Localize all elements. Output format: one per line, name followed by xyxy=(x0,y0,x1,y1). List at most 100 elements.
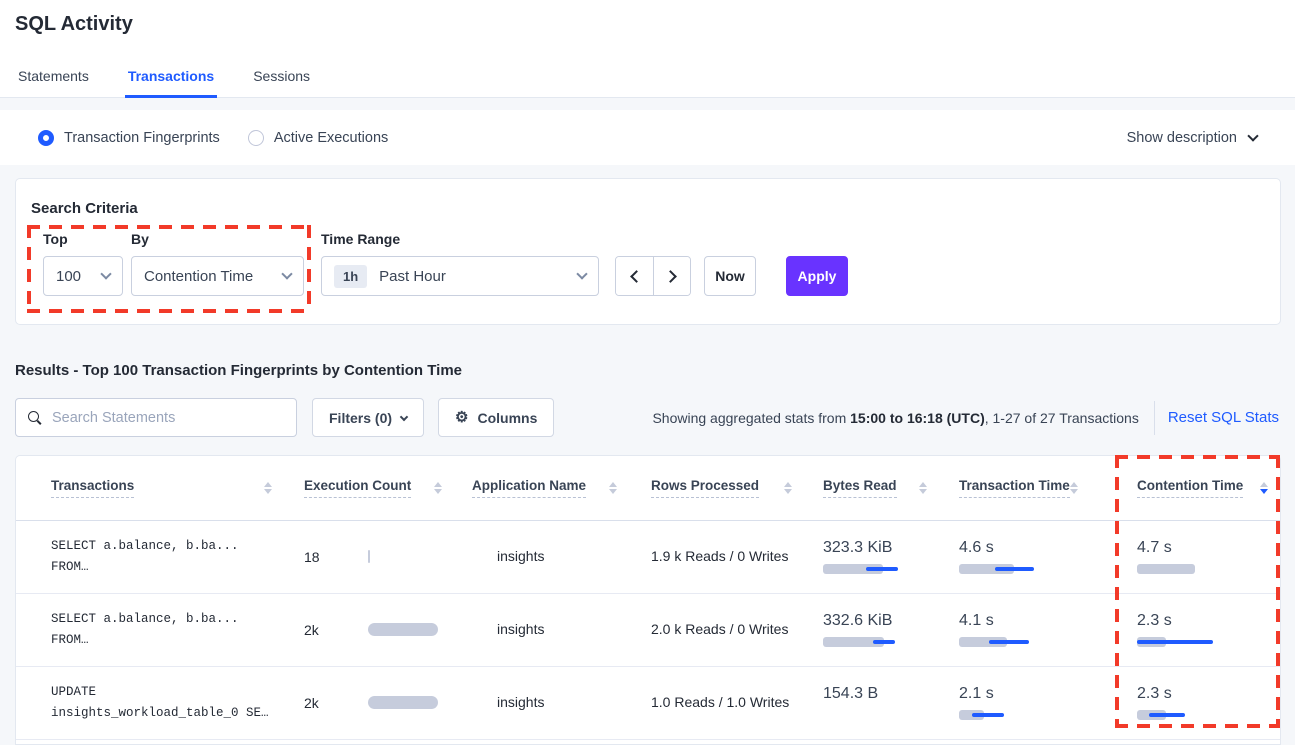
chevron-down-icon xyxy=(576,268,588,280)
application-name-value: insights xyxy=(497,693,545,710)
rows-processed-value: 2.0 k Reads / 0 Writes xyxy=(651,620,789,637)
time-range-badge: 1h xyxy=(334,264,368,288)
page-header: SQL Activity Statements Transactions Ses… xyxy=(0,0,1295,98)
time-range-arrows xyxy=(615,256,691,296)
contention-time-value: 4.7 s xyxy=(1137,539,1172,556)
tab-transactions[interactable]: Transactions xyxy=(124,58,218,98)
chevron-down-icon xyxy=(1247,129,1259,142)
tab-statements[interactable]: Statements xyxy=(18,68,89,84)
by-select[interactable]: Contention Time xyxy=(131,256,304,296)
time-range-value: Past Hour xyxy=(379,267,446,285)
radio-label: Transaction Fingerprints xyxy=(64,129,220,146)
search-input[interactable] xyxy=(52,409,284,426)
transaction-fingerprint-link[interactable]: SELECT a.balance, b.ba... FROM… xyxy=(51,611,239,647)
execution-count-bar xyxy=(368,550,370,563)
contention-time-bar xyxy=(1137,710,1249,720)
results-toolbar: Filters (0) ⚙ Columns Showing aggregated… xyxy=(15,398,1281,437)
sort-toggle[interactable] xyxy=(264,481,272,494)
column-header-rows-processed[interactable]: Rows Processed xyxy=(651,478,760,498)
column-header-transactions[interactable]: Transactions xyxy=(51,478,135,498)
tab-sessions[interactable]: Sessions xyxy=(253,68,311,84)
chevron-down-icon xyxy=(281,268,293,280)
execution-count-value: 2k xyxy=(304,694,319,711)
contention-time-bar xyxy=(1137,637,1249,647)
transaction-time-bar xyxy=(959,637,1071,647)
column-header-contention-time[interactable]: Contention Time xyxy=(1137,478,1244,498)
by-select-value: Contention Time xyxy=(144,267,254,285)
columns-button[interactable]: ⚙ Columns xyxy=(438,398,555,437)
chevron-down-icon xyxy=(100,268,112,280)
next-time-range-button[interactable] xyxy=(653,257,690,295)
rows-processed-value: 1.0 Reads / 1.0 Writes xyxy=(651,693,790,710)
transaction-fingerprint-link[interactable]: UPDATE insights_workload_table_0 SE… xyxy=(51,684,269,720)
time-range-select[interactable]: 1h Past Hour xyxy=(321,256,599,296)
radio-active-executions[interactable]: Active Executions xyxy=(247,129,389,146)
column-header-transaction-time[interactable]: Transaction Time xyxy=(959,478,1070,498)
transaction-time-value: 4.1 s xyxy=(959,612,994,629)
application-name-value: insights xyxy=(497,547,545,564)
time-range-label: Time Range xyxy=(321,231,401,247)
radio-selected-icon xyxy=(38,129,54,146)
column-header-bytes-read[interactable]: Bytes Read xyxy=(823,478,897,498)
filters-label: Filters (0) xyxy=(329,409,393,426)
top-select-value: 100 xyxy=(56,267,82,285)
table-row: UPDATE insights_workload_table_0 SE… 2k i… xyxy=(16,666,1280,740)
radio-label: Active Executions xyxy=(273,129,389,146)
view-toggle-bar: Transaction Fingerprints Active Executio… xyxy=(0,110,1295,165)
search-statements-field[interactable] xyxy=(15,398,297,437)
search-criteria-card: Search Criteria Top 100 By Contention Ti… xyxy=(15,178,1281,325)
contention-time-value: 2.3 s xyxy=(1137,685,1172,702)
bytes-read-value: 332.6 KiB xyxy=(823,612,893,629)
column-header-execution-count[interactable]: Execution Count xyxy=(304,478,412,498)
bytes-read-value: 323.3 KiB xyxy=(823,539,893,556)
bytes-read-value: 154.3 B xyxy=(823,685,879,702)
by-label: By xyxy=(131,231,149,247)
search-icon xyxy=(28,410,42,425)
radio-unselected-icon xyxy=(247,129,264,146)
reset-sql-stats-link[interactable]: Reset SQL Stats xyxy=(1167,409,1279,426)
show-description-toggle[interactable]: Show description xyxy=(1126,129,1259,146)
chevron-down-icon xyxy=(399,412,409,421)
apply-button[interactable]: Apply xyxy=(786,256,848,296)
page-title: SQL Activity xyxy=(15,13,133,35)
chevron-right-icon xyxy=(663,269,677,283)
top-select[interactable]: 100 xyxy=(43,256,123,296)
sort-toggle[interactable] xyxy=(919,481,927,494)
sort-toggle[interactable] xyxy=(434,481,442,494)
application-name-value: insights xyxy=(497,620,545,637)
show-description-label: Show description xyxy=(1126,129,1237,146)
filters-button[interactable]: Filters (0) xyxy=(312,398,425,437)
bytes-read-bar xyxy=(823,637,935,647)
sort-toggle[interactable] xyxy=(609,481,617,494)
columns-label: Columns xyxy=(477,409,538,426)
bytes-read-bar xyxy=(823,710,935,720)
execution-count-value: 2k xyxy=(304,621,319,638)
radio-transaction-fingerprints[interactable]: Transaction Fingerprints xyxy=(38,129,220,146)
now-button[interactable]: Now xyxy=(704,256,756,296)
transactions-table: Transactions Execution Count Application… xyxy=(15,455,1281,745)
chevron-left-icon xyxy=(630,269,643,283)
results-heading: Results - Top 100 Transaction Fingerprin… xyxy=(15,362,463,379)
transaction-time-value: 4.6 s xyxy=(959,539,994,556)
sort-toggle-active[interactable] xyxy=(1260,481,1268,494)
contention-time-bar xyxy=(1137,564,1249,574)
gear-icon: ⚙ xyxy=(455,409,469,426)
sort-toggle[interactable] xyxy=(784,481,792,494)
sort-toggle[interactable] xyxy=(1069,481,1078,494)
previous-time-range-button[interactable] xyxy=(616,257,653,295)
toolbar-divider xyxy=(1153,400,1155,435)
transaction-time-bar xyxy=(959,710,1071,720)
top-label: Top xyxy=(43,231,68,247)
table-header-row: Transactions Execution Count Application… xyxy=(16,456,1280,521)
transaction-time-bar xyxy=(959,564,1071,574)
rows-processed-value: 1.9 k Reads / 0 Writes xyxy=(651,547,789,564)
search-criteria-heading: Search Criteria xyxy=(31,200,138,217)
transaction-fingerprint-link[interactable]: SELECT a.balance, b.ba... FROM… xyxy=(51,538,239,574)
table-row: SELECT a.balance, b.ba... FROM… 2k insigh… xyxy=(16,593,1280,667)
table-row: SELECT a.balance, b.ba... FROM… 18 insigh… xyxy=(16,520,1280,594)
contention-time-value: 2.3 s xyxy=(1137,612,1172,629)
bytes-read-bar xyxy=(823,564,935,574)
execution-count-bar xyxy=(368,623,438,636)
tab-bar: Statements Transactions Sessions xyxy=(15,58,313,98)
column-header-application-name[interactable]: Application Name xyxy=(472,478,587,498)
